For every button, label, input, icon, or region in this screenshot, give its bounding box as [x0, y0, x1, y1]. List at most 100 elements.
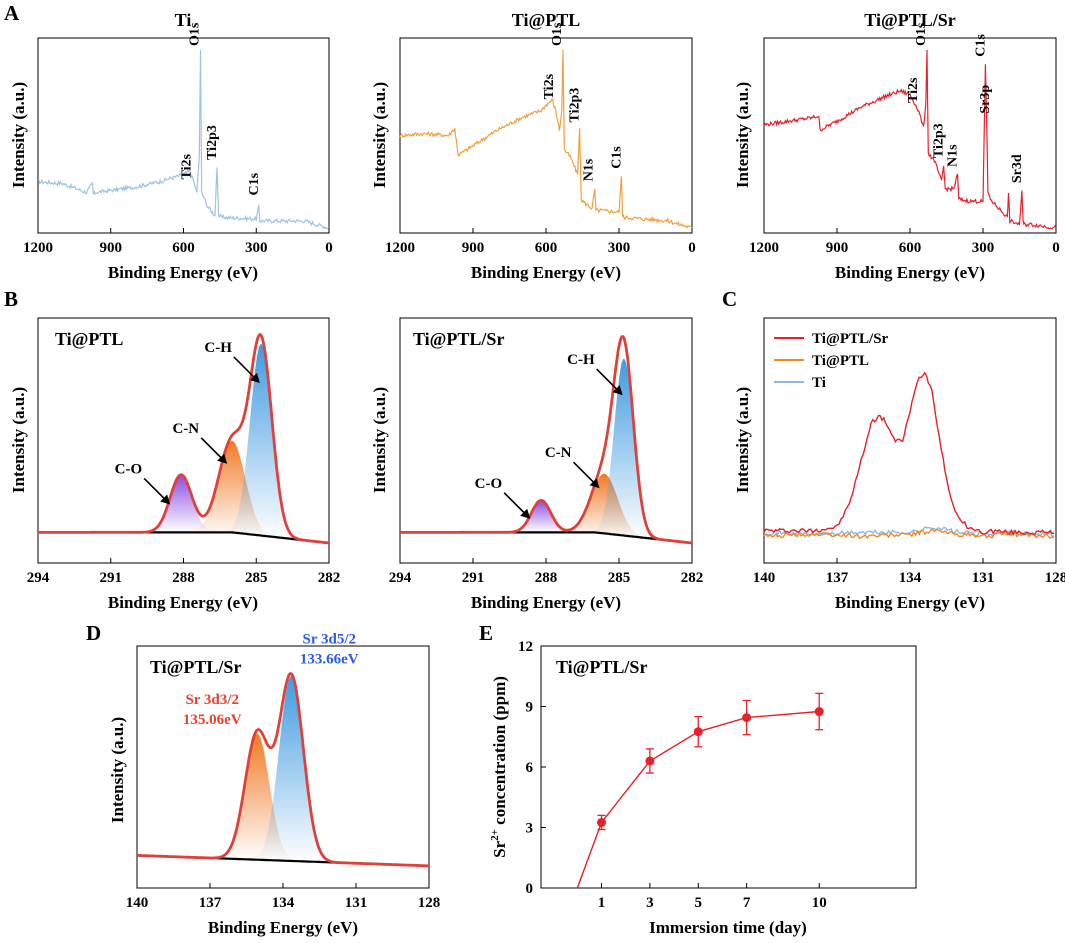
annotation-arrow [143, 477, 168, 503]
x-tick-label: 285 [245, 570, 268, 586]
x-tick-label: 140 [753, 570, 776, 586]
panel-e-inset-label: Ti@PTL/Sr [556, 657, 647, 677]
panel-c-ylabel: Intensity (a.u.) [733, 387, 752, 493]
x-tick-label: 1 [598, 895, 606, 911]
x-tick-label: 5 [695, 895, 703, 911]
x-tick-label: 900 [100, 240, 123, 256]
panel-a3-frame [763, 37, 1057, 234]
peak-label: C1s [974, 34, 989, 57]
panel-e-ylabel-sup: 2+ [489, 829, 501, 841]
fit-component-sr-3d5-2 [242, 676, 340, 863]
x-tick-label: 131 [972, 570, 995, 586]
panel-letter-b: B [4, 287, 18, 311]
panel-d-xlabel: Binding Energy (eV) [208, 918, 358, 937]
panel-e-frame [540, 645, 917, 889]
panel-e-xlabel: Immersion time (day) [649, 918, 807, 937]
x-tick-label: 128 [418, 895, 441, 911]
peak-label: Ti2s [906, 77, 921, 103]
data-point [596, 817, 606, 827]
peak-label-line2: 133.66eV [300, 652, 359, 668]
x-tick-label: 3 [646, 895, 654, 911]
panel-a3-title: Ti@PTL/Sr [864, 10, 955, 30]
panel-b2-xlabel: Binding Energy (eV) [471, 593, 621, 612]
fit-envelope [38, 332, 330, 545]
fit-envelope [400, 335, 693, 545]
panel-letter-e: E [479, 621, 493, 645]
panel-e-yticks: 0 3 6 9 12 [518, 639, 546, 897]
peak-label: C1s [247, 172, 262, 195]
panel-a2-title: Ti@PTL [512, 10, 580, 30]
data-point [645, 756, 655, 766]
panel-e-ylabel: Sr2+ concentration (ppm) [489, 676, 509, 858]
x-tick-label: 282 [318, 570, 341, 586]
panel-c-frame [763, 317, 1057, 564]
panel-c-xlabel: Binding Energy (eV) [835, 593, 985, 612]
peak-label: Ti2s [542, 73, 557, 99]
y-tick-label: 3 [526, 821, 534, 837]
panel-a2-ylabel: Intensity (a.u.) [370, 82, 389, 188]
x-tick-label: 600 [899, 240, 922, 256]
panel-a1-xticks: 1200 900 600 300 0 [23, 228, 333, 256]
panel-e: Ti@PTL/Sr 1 3 5 7 10 0 3 6 9 12 Immersion time (… [489, 639, 917, 937]
x-tick-label: 600 [535, 240, 558, 256]
panel-b2-ylabel: Intensity (a.u.) [370, 387, 389, 493]
panel-a3-xticks: 1200 900 600 300 0 [749, 228, 1060, 256]
y-tick-label: 0 [526, 881, 534, 897]
fit-component-sr-3d3-2 [208, 733, 306, 862]
panel-c-xticks: 140 137 134 131 128 [753, 558, 1065, 586]
peak-label: O1s [914, 22, 929, 46]
panel-a1-xlabel: Binding Energy (eV) [108, 263, 258, 282]
peak-label: N1s [582, 158, 597, 181]
peak-label: Sr3p [978, 85, 993, 114]
panel-c: Ti@PTL/Sr Ti@PTL Ti 140 137 134 131 128 Bindin… [733, 317, 1065, 612]
x-tick-label: 140 [126, 895, 149, 911]
x-tick-label: 300 [245, 240, 268, 256]
panel-b1-ylabel: Intensity (a.u.) [9, 387, 28, 493]
annotation-arrowhead [520, 508, 531, 519]
annotation-arrow [572, 461, 598, 486]
panel-a3: Ti@PTL/Sr Ti2s O1s Ti2p3 N1s C1s Sr3p Sr3d 120… [733, 10, 1060, 282]
panel-d-xticks: 140 137 134 131 128 [126, 883, 441, 911]
annotation-label: C-H [567, 352, 595, 368]
panel-a1-ylabel: Intensity (a.u.) [9, 82, 28, 188]
y-tick-label: 6 [526, 760, 534, 776]
panel-a1: Ti Ti2s O1s Ti2p3 C1s 1200 900 600 300 0 Bindin… [9, 10, 333, 282]
series-line-ti-ptl-sr [763, 371, 1055, 536]
x-tick-label: 10 [812, 895, 827, 911]
peak-label: Sr3d [1010, 154, 1025, 183]
peak-label-line1: Sr 3d3/2 [185, 692, 239, 708]
x-tick-label: 600 [172, 240, 195, 256]
panel-c-plot [763, 371, 1055, 540]
fit-component-c-h [217, 343, 305, 541]
panel-a1-frame [37, 37, 330, 234]
panel-a2: Ti@PTL Ti2s O1s Ti2p3 N1s C1s 1200 900 600 300 0… [370, 10, 696, 282]
panel-a1-title: Ti [175, 10, 192, 30]
peak-label: N1s [946, 144, 961, 167]
x-tick-label: 288 [535, 570, 558, 586]
spectrum-line [763, 49, 1057, 230]
panel-b2-xticks: 294 291 288 285 282 [389, 558, 703, 586]
x-tick-label: 1200 [385, 240, 415, 256]
x-tick-label: 294 [389, 570, 412, 586]
data-point [742, 713, 752, 723]
legend-label: Ti [812, 375, 826, 391]
annotation-arrowhead [160, 494, 171, 505]
fit-component-c-n [178, 440, 286, 539]
annotation-arrowhead [249, 372, 260, 383]
x-tick-label: 285 [608, 570, 631, 586]
legend-label: Ti@PTL [812, 353, 869, 369]
peak-label: Ti2p3 [932, 123, 947, 158]
annotation-label: C-N [545, 445, 572, 461]
panel-d-plot: Sr 3d3/2 135.06eV Sr 3d5/2 133.66eV [137, 632, 429, 868]
panel-a1-plot: Ti2s O1s Ti2p3 C1s [37, 22, 330, 230]
panel-d-inset-label: Ti@PTL/Sr [150, 657, 241, 677]
annotation-arrow [596, 368, 621, 393]
x-tick-label: 291 [100, 570, 123, 586]
x-tick-label: 294 [27, 570, 50, 586]
annotation-arrowhead [217, 453, 228, 464]
panel-b1-inset-label: Ti@PTL [55, 329, 123, 349]
x-tick-label: 7 [743, 895, 751, 911]
annotation-arrow [200, 437, 225, 462]
peak-label-line2: 135.06eV [183, 712, 242, 728]
peak-label: C1s [610, 146, 625, 169]
